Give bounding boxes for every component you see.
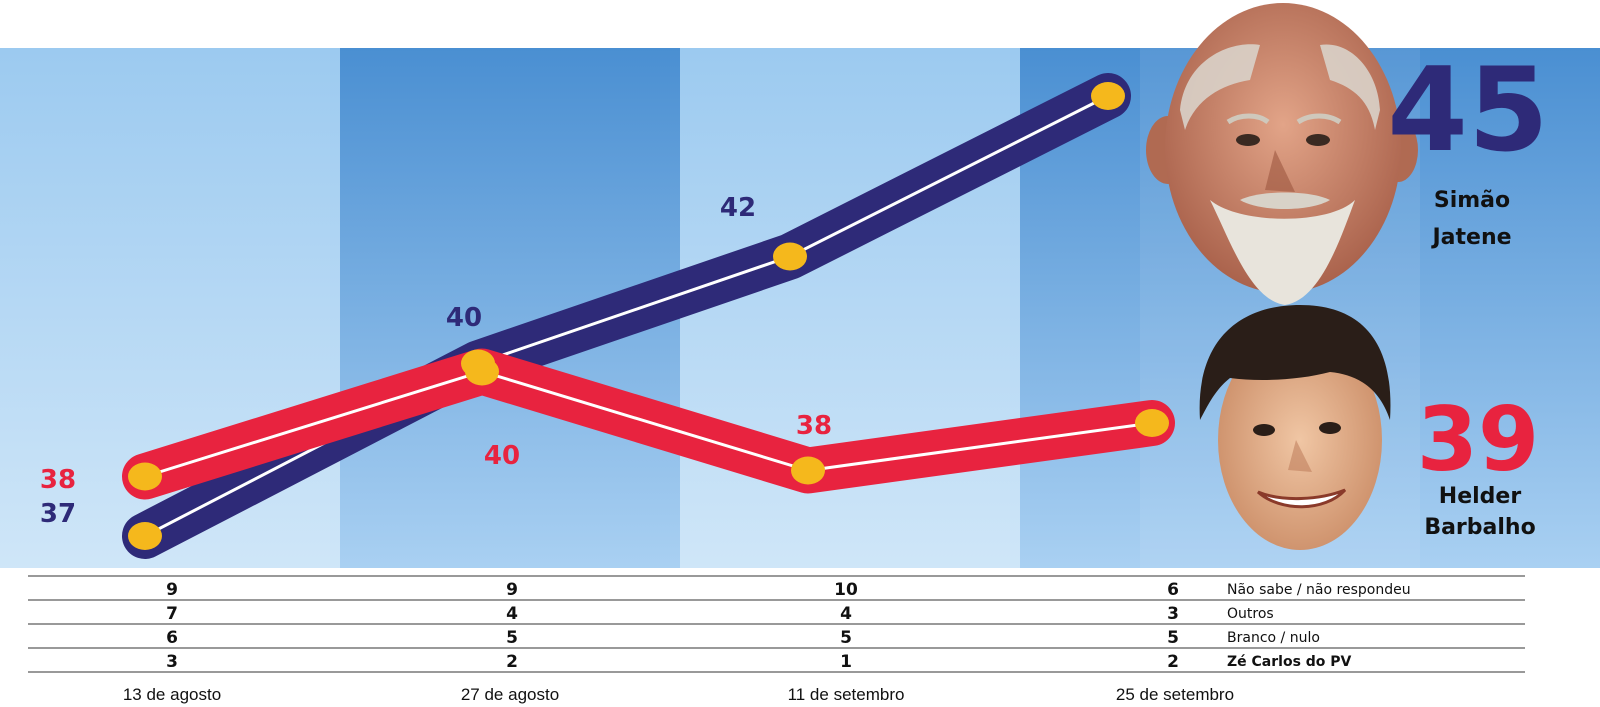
table-cell: 5 xyxy=(506,628,518,648)
table-row-label: Outros xyxy=(1227,606,1274,622)
table-cell: 2 xyxy=(1167,652,1179,672)
table-cell: 3 xyxy=(166,652,178,672)
table-cell: 1 xyxy=(840,652,852,672)
table-row-label: Não sabe / não respondeu xyxy=(1227,582,1411,598)
band-3 xyxy=(680,48,1020,568)
final-value-simao: 45 xyxy=(1387,43,1548,178)
table-cell: 5 xyxy=(840,628,852,648)
x-tick-label: 13 de agosto xyxy=(123,685,221,704)
data-point-1-0 xyxy=(128,462,162,491)
final-helder: 39 Helder Barbalho xyxy=(1417,388,1539,540)
table-cell: 7 xyxy=(166,604,178,624)
data-label-0-0: 37 xyxy=(40,499,76,529)
table-cell: 6 xyxy=(1167,580,1179,600)
table-cell: 10 xyxy=(834,580,858,600)
x-axis: 13 de agosto 27 de agosto 11 de setembro… xyxy=(123,685,1234,704)
table-cell: 9 xyxy=(506,580,518,600)
table-cell: 4 xyxy=(506,604,518,624)
final-simao: 45 Simão Jatene xyxy=(1387,43,1548,250)
final-value-helder: 39 xyxy=(1417,388,1539,491)
table-cell: 2 xyxy=(506,652,518,672)
data-point-1-1 xyxy=(465,357,499,386)
series-line-1 xyxy=(143,370,1154,478)
data-point-0-2 xyxy=(773,242,807,271)
series-layer xyxy=(122,73,1175,559)
data-point-0-0 xyxy=(128,522,162,550)
data-point-0-3 xyxy=(1091,82,1125,110)
final-name-helder-line1: Helder xyxy=(1439,484,1522,509)
data-label-1-2: 38 xyxy=(796,411,832,441)
data-point-1-3 xyxy=(1135,409,1169,437)
table-cell: 5 xyxy=(1167,628,1179,648)
x-tick-label: 27 de agosto xyxy=(461,685,559,704)
table-row-label: Zé Carlos do PV xyxy=(1227,654,1352,670)
x-tick-label: 25 de setembro xyxy=(1116,685,1234,704)
table-cell: 3 xyxy=(1167,604,1179,624)
table-row-label: Branco / nulo xyxy=(1227,630,1320,646)
data-label-1-0: 38 xyxy=(40,465,76,495)
point-label-layer: 37 40 42 38 40 38 xyxy=(40,193,832,529)
data-label-0-2: 42 xyxy=(720,193,756,223)
data-label-1-1: 40 xyxy=(484,441,520,471)
x-tick-label: 11 de setembro xyxy=(788,685,905,704)
data-point-1-2 xyxy=(791,456,825,485)
table-cell: 6 xyxy=(166,628,178,648)
data-label-0-1: 40 xyxy=(446,303,482,333)
final-name-helder-line2: Barbalho xyxy=(1424,515,1535,540)
series-line-0 xyxy=(143,94,1110,538)
photo-simao-jatene xyxy=(1146,3,1418,305)
undecided-table: 9 9 10 6 Não sabe / não respondeu 7 4 4 … xyxy=(28,575,1525,673)
final-name-simao-line2: Jatene xyxy=(1430,225,1511,250)
final-name-simao-line1: Simão xyxy=(1434,188,1510,213)
table-cell: 4 xyxy=(840,604,852,624)
table-cell: 9 xyxy=(166,580,178,600)
marker-layer xyxy=(128,82,1169,550)
photo-helder-barbalho xyxy=(1199,305,1391,550)
